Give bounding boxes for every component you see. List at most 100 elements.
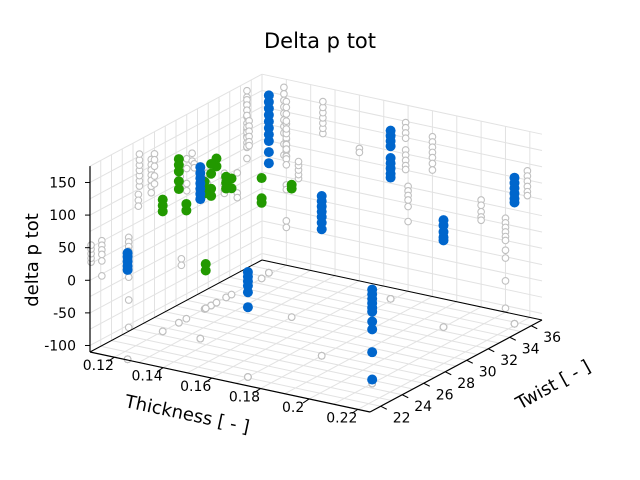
projection-marker (150, 155, 159, 164)
projection-marker (124, 273, 133, 282)
blue-point (263, 147, 274, 158)
projection-marker (97, 272, 106, 280)
y-tick-label: 28 (457, 376, 475, 392)
projection-marker (280, 83, 288, 92)
green-point (221, 183, 232, 194)
gridline (261, 252, 543, 314)
gridline (261, 106, 543, 168)
projection-marker (523, 191, 532, 200)
x-tick (156, 367, 164, 373)
projection-marker (245, 141, 253, 150)
blue-point (385, 141, 396, 152)
blue-point (385, 172, 396, 183)
y-axis-label: Twist [ - ] (512, 356, 595, 415)
projection-marker (134, 202, 143, 211)
projection-marker (257, 274, 266, 283)
y-tick-label: 32 (500, 353, 518, 369)
gridline (89, 73, 263, 167)
gridline (122, 334, 403, 396)
projection-marker (280, 90, 288, 98)
z-tick-label: -100 (44, 338, 76, 354)
projection-marker (244, 373, 252, 381)
y-tick-label: 22 (393, 410, 411, 426)
blue-point (367, 374, 378, 385)
green-point (173, 176, 184, 187)
projection-marker (150, 172, 159, 180)
y-tick (531, 325, 538, 330)
x-tick-label: 0.22 (326, 410, 357, 426)
projection-marker (294, 157, 303, 166)
projection-marker (282, 125, 291, 133)
blue-point (367, 316, 378, 327)
projection-marker (177, 261, 186, 270)
data-points (122, 90, 520, 385)
gridline (208, 288, 489, 350)
gridline (89, 90, 263, 183)
projection-marker (404, 217, 412, 226)
projection-marker (158, 327, 167, 336)
y-tick (466, 359, 473, 364)
x-tick (302, 398, 310, 404)
projection-marker (501, 246, 510, 255)
y-tick (488, 348, 495, 353)
projection-marker (135, 150, 144, 158)
projection-marker (227, 290, 236, 299)
gridline (89, 187, 263, 281)
green-point (256, 173, 267, 184)
blue-point (195, 162, 206, 173)
left-floor-edge (89, 259, 263, 353)
projection-marker (404, 196, 412, 204)
projection-marker (182, 179, 191, 188)
y-tick (402, 394, 409, 399)
y-tick-label: 30 (479, 364, 497, 380)
projection-marker (428, 166, 437, 174)
green-point (173, 184, 184, 195)
x-tick-label: 0.18 (229, 390, 260, 406)
x-tick-label: 0.16 (180, 379, 211, 395)
gridline (261, 187, 543, 249)
projection-marker (182, 314, 191, 323)
projection-marker (282, 110, 291, 118)
projection-marker (243, 154, 251, 163)
y-tick-label: 26 (436, 387, 454, 403)
projection-marker (319, 97, 327, 106)
projection-marker (404, 202, 412, 211)
gridline (89, 155, 263, 249)
projection-marker (287, 313, 296, 321)
projection-marker (174, 318, 183, 327)
chart-title: Delta p tot (264, 29, 376, 53)
gridline (89, 253, 263, 346)
gridline (132, 328, 414, 390)
blue-point (263, 158, 274, 169)
projection-marker (282, 103, 291, 112)
blue-point (263, 136, 274, 147)
y-tick-label: 36 (543, 330, 561, 346)
projection-marker (282, 223, 291, 232)
projection-marker (510, 319, 519, 328)
green-point (256, 197, 267, 208)
projection-marker (97, 250, 106, 259)
projection-marker (317, 351, 326, 360)
green-point (286, 183, 297, 194)
projection-marker (124, 323, 133, 332)
projection-marker (386, 294, 395, 303)
gridline (100, 345, 381, 407)
x-tick (108, 356, 115, 362)
gridline (89, 204, 263, 298)
projection-marker (233, 168, 242, 177)
projection-marker (150, 162, 159, 171)
x-tick-label: 0.14 (131, 369, 162, 385)
projection-marker (177, 254, 186, 263)
x-tick-label: 0.2 (282, 400, 304, 416)
projection-marker (265, 268, 273, 277)
gridline (261, 171, 543, 233)
projection-marker (97, 257, 106, 265)
projection-marker (477, 201, 485, 210)
blue-point (438, 235, 449, 246)
green-point (200, 265, 211, 276)
blue-point (242, 302, 253, 313)
z-tick-label: 150 (49, 175, 76, 191)
projection-marker (150, 179, 159, 188)
z-tick-label: 100 (49, 208, 76, 224)
blue-point (316, 224, 327, 235)
